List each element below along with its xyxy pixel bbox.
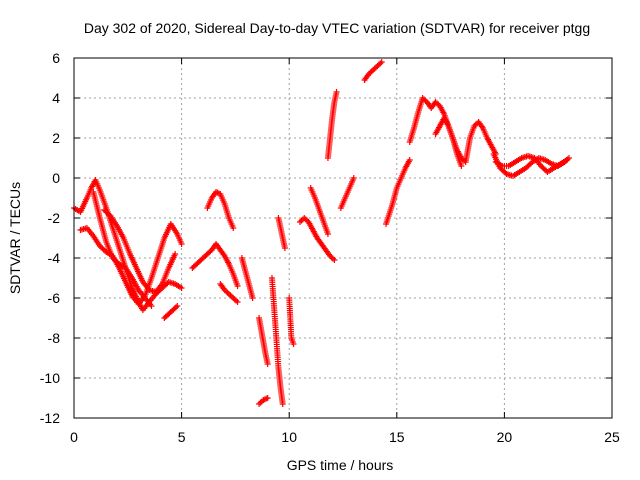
y-tick-label: -4 <box>48 250 61 266</box>
data-point <box>324 231 331 237</box>
data-point <box>264 395 271 401</box>
data-point <box>281 245 288 251</box>
y-axis-ticks: -12 -10 -8 -6 -4 -2 0 2 4 6 <box>40 50 612 426</box>
plot-frame <box>73 57 613 419</box>
data-point <box>458 163 465 169</box>
x-tick-label: 5 <box>178 429 186 445</box>
x-axis-ticks: 0 5 10 15 20 25 <box>70 58 620 445</box>
data-point <box>290 341 297 347</box>
y-tick-label: 0 <box>52 170 60 186</box>
grid <box>74 58 612 418</box>
data-point <box>249 295 256 301</box>
data-marks <box>71 59 572 407</box>
data-point <box>333 89 340 95</box>
y-tick-label: -12 <box>40 410 60 426</box>
chart-title: Day 302 of 2020, Sidereal Day-to-day VTE… <box>84 20 590 36</box>
y-tick-label: 6 <box>52 50 60 66</box>
data-point <box>178 285 185 291</box>
x-tick-label: 20 <box>497 429 513 445</box>
data-point <box>350 175 357 181</box>
data-point <box>279 401 286 407</box>
data-point <box>172 251 179 257</box>
data-point <box>406 157 413 163</box>
y-tick-label: 2 <box>52 130 60 146</box>
x-tick-label: 25 <box>604 429 620 445</box>
data-point <box>234 283 241 289</box>
data-point <box>264 361 271 367</box>
y-axis-title: SDTVAR / TECUs <box>7 182 23 294</box>
y-tick-label: -2 <box>48 210 61 226</box>
data-point <box>173 304 180 311</box>
x-axis-title: GPS time / hours <box>287 457 394 473</box>
y-tick-label: -10 <box>40 370 60 386</box>
data-point <box>378 59 385 65</box>
x-tick-label: 15 <box>389 429 405 445</box>
y-tick-label: -6 <box>48 290 61 306</box>
x-tick-label: 10 <box>281 429 297 445</box>
y-tick-label: 4 <box>52 90 60 106</box>
data-point <box>174 303 181 309</box>
data-point <box>230 225 237 231</box>
data-point <box>148 303 155 309</box>
y-tick-label: -8 <box>48 330 61 346</box>
x-tick-label: 0 <box>70 429 78 445</box>
data-point <box>178 241 185 247</box>
data-point <box>331 257 338 263</box>
data-point <box>234 299 241 305</box>
data-point <box>563 157 570 163</box>
